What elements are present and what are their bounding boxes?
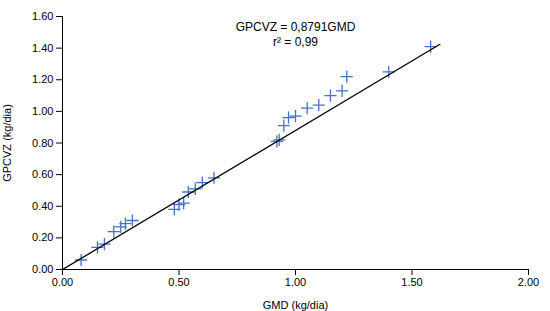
- svg-text:GPCVZ (kg/dia): GPCVZ (kg/dia): [1, 104, 13, 182]
- svg-text:GMD (kg/dia): GMD (kg/dia): [263, 299, 328, 311]
- svg-text:0.60: 0.60: [32, 168, 53, 180]
- svg-text:0.50: 0.50: [168, 276, 189, 288]
- svg-text:1.60: 1.60: [32, 10, 53, 22]
- svg-text:0.80: 0.80: [32, 137, 53, 149]
- svg-text:1.00: 1.00: [32, 105, 53, 117]
- svg-text:0.40: 0.40: [32, 200, 53, 212]
- svg-text:0.20: 0.20: [32, 231, 53, 243]
- svg-text:1.20: 1.20: [32, 73, 53, 85]
- svg-text:1.40: 1.40: [32, 42, 53, 54]
- svg-text:1.00: 1.00: [285, 276, 306, 288]
- svg-text:0.00: 0.00: [32, 263, 53, 275]
- svg-text:0.00: 0.00: [52, 276, 73, 288]
- svg-text:1.50: 1.50: [401, 276, 422, 288]
- svg-text:2.00: 2.00: [518, 276, 539, 288]
- svg-text:GPCVZ = 0,8791GMDr² = 0,99: GPCVZ = 0,8791GMDr² = 0,99: [236, 20, 356, 49]
